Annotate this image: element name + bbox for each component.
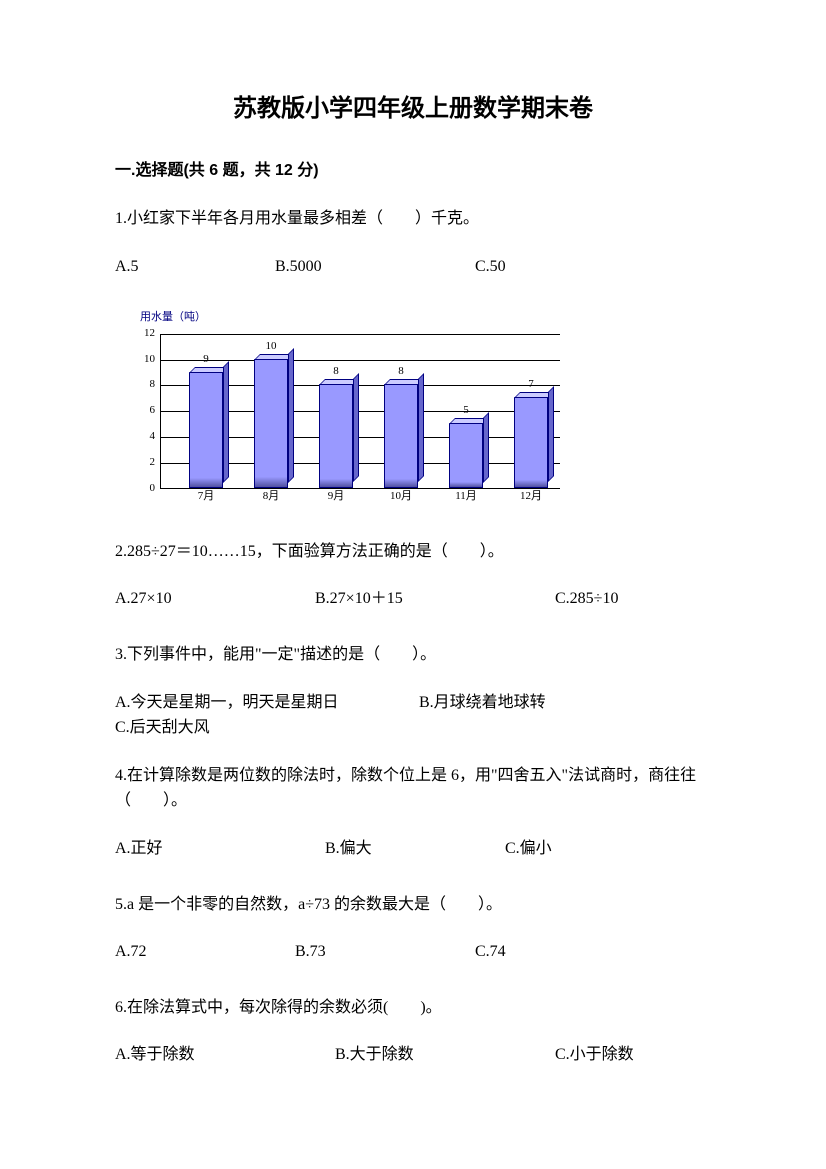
chart-bar: 7 <box>514 397 548 487</box>
chart-y-tick: 12 <box>135 325 155 343</box>
chart-y-axis-label: 用水量（吨） <box>140 309 711 327</box>
question-1-options: A.5 B.5000 C.50 <box>115 254 711 280</box>
q2-option-a: A.27×10 <box>115 586 315 612</box>
q4-option-c: C.偏小 <box>505 836 552 862</box>
question-2-options: A.27×10 B.27×10＋15 C.285÷10 <box>115 586 711 612</box>
q4-option-a: A.正好 <box>115 836 325 862</box>
chart-x-tick: 12月 <box>520 488 542 506</box>
chart-y-tick: 0 <box>135 480 155 498</box>
chart-bar-label: 9 <box>203 351 209 369</box>
q1-option-c: C.50 <box>475 254 506 280</box>
chart-bar: 8 <box>384 384 418 487</box>
q6-option-b: B.大于除数 <box>335 1042 555 1068</box>
question-1: 1.小红家下半年各月用水量最多相差（ ）千克。 <box>115 206 711 232</box>
q5-option-b: B.73 <box>295 939 475 965</box>
question-4-options: A.正好 B.偏大 C.偏小 <box>115 836 711 862</box>
water-usage-chart: 用水量（吨） 97月108月89月810月511月712月024681012 <box>125 309 711 509</box>
chart-gridline <box>161 360 560 361</box>
q6-option-a: A.等于除数 <box>115 1042 335 1068</box>
q3-option-a: A.今天是星期一，明天是星期日 <box>115 690 415 716</box>
chart-plot-area: 97月108月89月810月511月712月 <box>160 334 560 489</box>
question-5: 5.a 是一个非零的自然数，a÷73 的余数最大是（ ）。 <box>115 892 711 918</box>
chart-bar: 5 <box>449 423 483 488</box>
q4-option-b: B.偏大 <box>325 836 505 862</box>
q5-option-c: C.74 <box>475 939 506 965</box>
q3-option-b: B.月球绕着地球转 <box>419 690 619 716</box>
chart-y-tick: 4 <box>135 428 155 446</box>
question-6-options: A.等于除数 B.大于除数 C.小于除数 <box>115 1042 711 1068</box>
chart-bar-label: 7 <box>528 376 534 394</box>
q3-option-c: C.后天刮大风 <box>115 715 210 741</box>
question-3-options: A.今天是星期一，明天是星期日 B.月球绕着地球转 C.后天刮大风 <box>115 690 711 741</box>
q2-option-b: B.27×10＋15 <box>315 586 555 612</box>
q6-option-c: C.小于除数 <box>555 1042 634 1068</box>
question-2: 2.285÷27＝10……15，下面验算方法正确的是（ ）。 <box>115 539 711 565</box>
chart-bar-label: 8 <box>333 363 339 381</box>
chart-x-tick: 11月 <box>455 488 477 506</box>
question-5-options: A.72 B.73 C.74 <box>115 939 711 965</box>
section-header: 一.选择题(共 6 题，共 12 分) <box>115 158 711 184</box>
chart-bar-label: 5 <box>463 402 469 420</box>
question-4: 4.在计算除数是两位数的除法时，除数个位上是 6，用"四舍五入"法试商时，商往往… <box>115 763 711 814</box>
chart-bar-label: 10 <box>266 338 277 356</box>
chart-x-tick: 10月 <box>390 488 412 506</box>
chart-x-tick: 9月 <box>328 488 345 506</box>
q5-option-a: A.72 <box>115 939 295 965</box>
chart-y-tick: 8 <box>135 377 155 395</box>
chart-gridline <box>161 334 560 335</box>
chart-y-tick: 6 <box>135 402 155 420</box>
chart-y-tick: 10 <box>135 351 155 369</box>
chart-y-tick: 2 <box>135 454 155 472</box>
chart-x-tick: 8月 <box>263 488 280 506</box>
page-title: 苏教版小学四年级上册数学期末卷 <box>115 90 711 128</box>
q1-option-a: A.5 <box>115 254 275 280</box>
chart-bar: 9 <box>189 372 223 488</box>
chart-bar-label: 8 <box>398 363 404 381</box>
question-3: 3.下列事件中，能用"一定"描述的是（ ）。 <box>115 642 711 668</box>
q1-option-b: B.5000 <box>275 254 475 280</box>
q2-option-c: C.285÷10 <box>555 586 618 612</box>
chart-x-tick: 7月 <box>198 488 215 506</box>
chart-bar: 10 <box>254 359 288 488</box>
question-6: 6.在除法算式中，每次除得的余数必须( )。 <box>115 995 711 1021</box>
chart-bar: 8 <box>319 384 353 487</box>
